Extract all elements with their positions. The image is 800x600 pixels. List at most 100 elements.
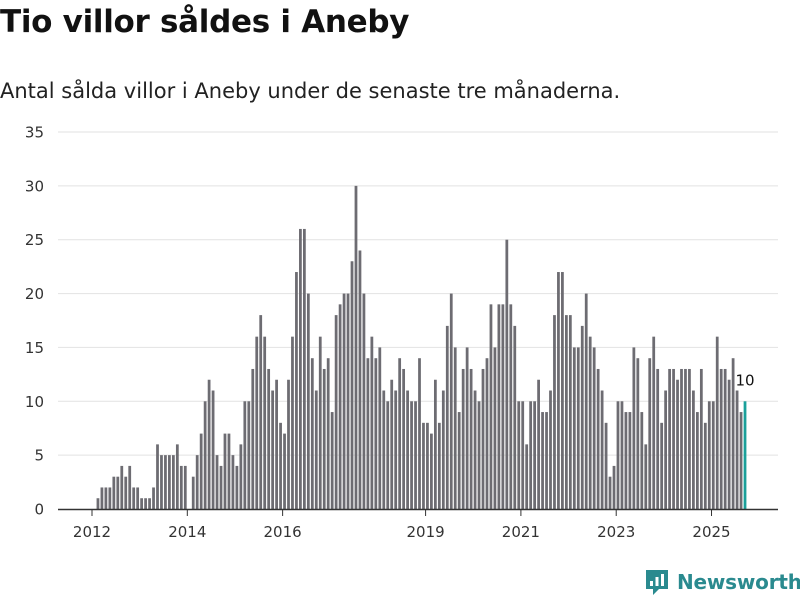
bar xyxy=(584,293,588,509)
bar xyxy=(259,315,263,509)
bar xyxy=(699,368,703,509)
bar xyxy=(247,401,251,509)
bar xyxy=(112,476,116,509)
bar xyxy=(624,412,628,509)
bar xyxy=(406,390,409,509)
bar xyxy=(378,347,382,509)
bar xyxy=(295,272,298,509)
bar xyxy=(672,368,675,509)
bar xyxy=(144,498,147,509)
bar xyxy=(596,368,600,509)
bar xyxy=(640,412,644,509)
bar xyxy=(445,325,449,509)
bar xyxy=(132,487,136,509)
bar xyxy=(195,455,199,509)
bar xyxy=(616,401,620,509)
x-axis-ticks: 2012 2014 2016 2019 2021 2023 2025 xyxy=(73,510,731,541)
bar xyxy=(239,444,243,509)
bar xyxy=(684,368,687,509)
bar xyxy=(326,358,330,509)
y-tick-label: 15 xyxy=(25,339,44,357)
bar xyxy=(680,368,683,509)
x-tick-label: 2019 xyxy=(406,523,444,541)
bar xyxy=(283,433,286,509)
chart-title: Tio villor såldes i Aneby xyxy=(0,4,410,40)
bar xyxy=(164,455,167,509)
bar xyxy=(477,401,481,509)
bar xyxy=(529,401,533,509)
bar xyxy=(501,304,505,509)
bar xyxy=(136,487,140,509)
bar xyxy=(636,358,640,509)
bar xyxy=(628,412,632,509)
newsworthy-icon xyxy=(646,570,668,595)
bar xyxy=(96,498,100,509)
bar xyxy=(362,293,366,509)
bar xyxy=(235,465,239,509)
bar xyxy=(374,358,378,509)
chart-subtitle: Antal sålda villor i Aneby under de sena… xyxy=(0,79,621,103)
bar xyxy=(715,336,719,509)
brand-name: Newsworthy xyxy=(677,570,800,594)
bar xyxy=(414,401,417,509)
bars xyxy=(96,185,747,510)
last-value-label: 10 xyxy=(735,371,754,389)
bar xyxy=(255,336,259,509)
bar xyxy=(612,465,616,509)
bar xyxy=(430,433,433,509)
bar xyxy=(211,390,215,509)
bar xyxy=(322,368,326,509)
bar xyxy=(402,368,406,509)
bar xyxy=(489,304,493,509)
bar xyxy=(711,401,715,509)
bar xyxy=(727,379,731,509)
bar xyxy=(299,228,302,509)
bar xyxy=(537,379,540,509)
bar xyxy=(291,336,294,509)
bar xyxy=(493,347,497,509)
bar xyxy=(513,325,517,509)
bar xyxy=(382,390,386,509)
bar xyxy=(199,433,203,509)
bar xyxy=(437,422,441,509)
bar xyxy=(306,293,310,509)
bar xyxy=(231,455,235,509)
y-axis-tick-labels: 0 5 10 15 20 25 30 35 xyxy=(25,124,44,519)
x-tick-label: 2014 xyxy=(168,523,206,541)
bar xyxy=(251,368,255,509)
bar xyxy=(338,304,342,509)
x-tick-label: 2016 xyxy=(264,523,302,541)
bar xyxy=(287,379,290,509)
bar xyxy=(723,368,727,509)
bar xyxy=(310,358,314,509)
bar xyxy=(564,315,568,509)
bar xyxy=(688,368,691,509)
bar xyxy=(366,358,370,509)
bar xyxy=(561,272,564,509)
bar xyxy=(128,465,132,509)
bar xyxy=(457,412,461,509)
bar xyxy=(243,401,247,509)
bar xyxy=(509,304,513,509)
bar xyxy=(473,390,477,509)
bar xyxy=(580,325,584,509)
bar xyxy=(604,422,608,509)
bar xyxy=(652,336,656,509)
bar xyxy=(608,476,612,509)
bar xyxy=(533,401,537,509)
bar xyxy=(152,487,155,509)
bar xyxy=(568,315,572,509)
bar xyxy=(120,465,124,509)
bar xyxy=(620,401,624,509)
bar xyxy=(588,336,592,509)
brand-logo: Newsworthy xyxy=(644,568,800,596)
bar xyxy=(695,412,699,509)
bar xyxy=(156,444,159,509)
y-tick-label: 0 xyxy=(34,501,44,519)
bar xyxy=(203,401,207,509)
bar xyxy=(433,379,437,509)
bar xyxy=(676,379,679,509)
bar xyxy=(386,401,390,509)
bar xyxy=(334,315,338,509)
